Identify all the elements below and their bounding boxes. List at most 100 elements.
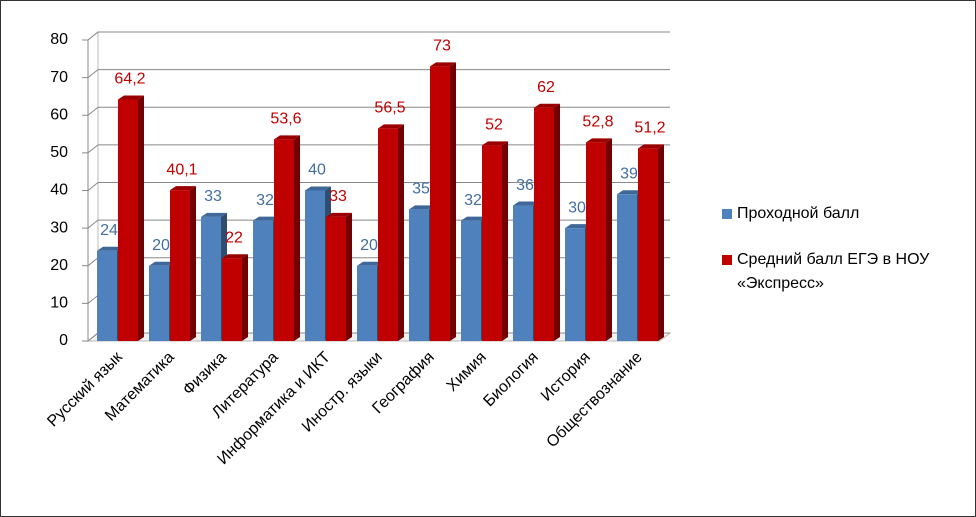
bar-top — [326, 212, 352, 217]
value-label: 22 — [225, 229, 243, 246]
bar — [274, 139, 294, 341]
bar-side — [294, 135, 300, 341]
bar — [430, 66, 450, 342]
bar-side — [502, 141, 508, 341]
y-tick-label: 10 — [50, 295, 68, 312]
legend-label: Средний балл ЕГЭ в НОУ «Экспресс» — [737, 251, 930, 292]
bar — [378, 128, 398, 341]
grid-line — [87, 31, 670, 41]
legend: Проходной балл Средний балл ЕГЭ в НОУ «Эк… — [722, 202, 957, 318]
bar-top — [461, 216, 487, 221]
bar-side — [450, 62, 456, 342]
value-label: 56,5 — [374, 100, 405, 117]
legend-item: Средний балл ЕГЭ в НОУ «Экспресс» — [722, 248, 957, 296]
bar-side — [138, 95, 144, 341]
value-label: 32 — [464, 192, 482, 209]
bar-top — [378, 124, 404, 129]
bar-top — [222, 254, 248, 259]
y-tick-label: 20 — [50, 257, 68, 274]
bar — [97, 250, 117, 341]
grid-line — [87, 182, 670, 191]
value-label: 64,2 — [114, 71, 145, 88]
bar-top — [534, 103, 560, 108]
bar-side — [658, 144, 664, 341]
bar — [617, 194, 637, 341]
value-label: 32 — [256, 192, 274, 209]
legend-swatch — [722, 209, 732, 219]
bar — [638, 148, 658, 341]
bar-top — [482, 141, 508, 146]
grid-line — [87, 69, 670, 79]
value-label: 20 — [152, 237, 170, 254]
bar-top — [201, 212, 227, 217]
legend-swatch — [722, 255, 732, 265]
bar-top — [430, 62, 456, 67]
value-label: 52,8 — [582, 114, 613, 131]
bar-side — [554, 103, 560, 341]
y-tick-label: 50 — [50, 144, 68, 161]
bar — [534, 107, 554, 341]
value-label: 36 — [516, 177, 534, 194]
value-label: 30 — [568, 199, 586, 216]
grid-line — [87, 106, 670, 116]
bar — [565, 228, 585, 341]
value-label: 51,2 — [634, 120, 665, 137]
bar — [482, 145, 502, 341]
value-label: 39 — [620, 165, 638, 182]
bar — [253, 220, 273, 341]
bar-top — [513, 201, 539, 206]
bar-top — [357, 261, 383, 266]
y-tick-label: 80 — [50, 31, 68, 48]
value-label: 53,6 — [270, 111, 301, 128]
bar — [149, 265, 169, 341]
value-label: 40 — [308, 162, 326, 179]
value-label: 40,1 — [166, 161, 197, 178]
bar — [513, 205, 533, 341]
value-label: 73 — [433, 38, 451, 55]
bar — [326, 216, 346, 341]
bar — [222, 258, 242, 341]
legend-item: Проходной балл — [722, 202, 957, 226]
bar-top — [586, 138, 612, 143]
bar-top — [565, 224, 591, 229]
value-label: 35 — [412, 181, 430, 198]
y-tick-label: 40 — [50, 182, 68, 199]
bar-top — [97, 246, 123, 251]
y-tick-label: 70 — [50, 69, 68, 86]
value-label: 62 — [537, 79, 555, 96]
bar-top — [274, 135, 300, 140]
bar — [461, 220, 481, 341]
bar-side — [190, 186, 196, 341]
bar — [409, 209, 429, 341]
value-label: 33 — [329, 188, 347, 205]
y-tick-label: 0 — [59, 332, 68, 349]
bar-side — [242, 254, 248, 341]
value-label: 52 — [485, 117, 503, 134]
bar — [357, 265, 377, 341]
bar — [170, 190, 190, 341]
bar — [201, 216, 221, 341]
bar-top — [170, 186, 196, 191]
value-label: 24 — [100, 222, 118, 239]
bar-top — [118, 95, 144, 100]
y-tick-label: 60 — [50, 106, 68, 123]
legend-label: Проходной балл — [737, 205, 860, 222]
bar-top — [638, 144, 664, 149]
bar-top — [253, 216, 279, 221]
grid-line — [87, 144, 670, 154]
bar-top — [409, 205, 435, 210]
y-tick-label: 30 — [50, 219, 68, 236]
bar — [118, 99, 138, 341]
bar-top — [617, 190, 643, 195]
bar-side — [398, 124, 404, 341]
bar-top — [305, 186, 331, 191]
bar-side — [346, 212, 352, 341]
bar — [586, 142, 606, 341]
bar — [305, 190, 325, 341]
value-label: 20 — [360, 237, 378, 254]
bar-top — [149, 261, 175, 266]
bar-side — [606, 138, 612, 341]
value-label: 33 — [204, 188, 222, 205]
